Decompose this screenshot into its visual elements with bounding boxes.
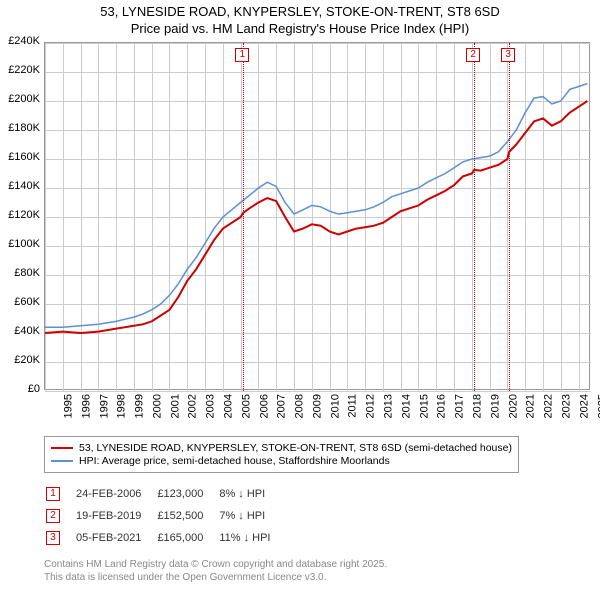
title-line2: Price paid vs. HM Land Registry's House … xyxy=(131,21,469,36)
x-axis-label: 1999 xyxy=(134,394,146,418)
events-table: 1 24-FEB-2006£123,0008% ↓ HPI 2 19-FEB-2019… xyxy=(44,482,286,550)
event-delta: 8% ↓ HPI xyxy=(219,484,284,504)
x-axis-label: 2021 xyxy=(525,394,537,418)
series-price_paid xyxy=(45,101,587,333)
event-price: £123,000 xyxy=(157,484,217,504)
event-delta: 7% ↓ HPI xyxy=(219,506,284,526)
y-axis-label: £180K xyxy=(0,122,40,134)
x-axis-label: 1995 xyxy=(62,394,74,418)
event-marker-box: 2 xyxy=(466,48,480,62)
footer-attribution: Contains HM Land Registry data © Crown c… xyxy=(44,558,387,584)
y-axis-label: £20K xyxy=(0,354,40,366)
table-row: 1 24-FEB-2006£123,0008% ↓ HPI xyxy=(46,484,284,504)
x-axis-label: 2000 xyxy=(151,394,163,418)
x-axis-label: 2012 xyxy=(365,394,377,418)
event-id-marker: 3 xyxy=(46,531,60,545)
series-hpi xyxy=(45,84,587,328)
y-axis-label: £100K xyxy=(0,238,40,250)
x-axis-label: 1996 xyxy=(80,394,92,418)
legend-item: 53, LYNESIDE ROAD, KNYPERSLEY, STOKE-ON-… xyxy=(51,442,512,454)
x-axis-label: 2014 xyxy=(400,394,412,418)
y-axis-label: £120K xyxy=(0,209,40,221)
x-axis-label: 2016 xyxy=(436,394,448,418)
y-axis-label: £60K xyxy=(0,296,40,308)
table-row: 3 05-FEB-2021£165,00011% ↓ HPI xyxy=(46,528,284,548)
x-axis-label: 2005 xyxy=(240,394,252,418)
x-axis-label: 2001 xyxy=(169,394,181,418)
event-price: £165,000 xyxy=(157,528,217,548)
y-gridline xyxy=(45,391,591,392)
x-axis-label: 2009 xyxy=(311,394,323,418)
chart-plot-area xyxy=(44,42,590,390)
legend-label: 53, LYNESIDE ROAD, KNYPERSLEY, STOKE-ON-… xyxy=(79,442,512,454)
event-marker-line xyxy=(474,43,475,391)
event-marker-box: 1 xyxy=(235,48,249,62)
y-axis-label: £0 xyxy=(0,383,40,395)
x-axis-label: 2008 xyxy=(294,394,306,418)
event-date: 24-FEB-2006 xyxy=(76,484,155,504)
x-axis-label: 2006 xyxy=(258,394,270,418)
y-axis-label: £240K xyxy=(0,35,40,47)
event-delta: 11% ↓ HPI xyxy=(219,528,284,548)
chart-legend: 53, LYNESIDE ROAD, KNYPERSLEY, STOKE-ON-… xyxy=(44,436,519,473)
event-id-marker: 2 xyxy=(46,509,60,523)
y-axis-label: £40K xyxy=(0,325,40,337)
x-axis-label: 1997 xyxy=(98,394,110,418)
legend-label: HPI: Average price, semi-detached house,… xyxy=(79,455,390,467)
x-axis-label: 2003 xyxy=(205,394,217,418)
x-axis-label: 2020 xyxy=(507,394,519,418)
legend-swatch xyxy=(51,460,73,462)
x-axis-label: 2004 xyxy=(223,394,235,418)
title-line1: 53, LYNESIDE ROAD, KNYPERSLEY, STOKE-ON-… xyxy=(100,4,500,19)
legend-item: HPI: Average price, semi-detached house,… xyxy=(51,455,512,467)
y-axis-label: £160K xyxy=(0,151,40,163)
table-row: 2 19-FEB-2019£152,5007% ↓ HPI xyxy=(46,506,284,526)
event-marker-line xyxy=(243,43,244,391)
event-marker-line xyxy=(509,43,510,391)
chart-title: 53, LYNESIDE ROAD, KNYPERSLEY, STOKE-ON-… xyxy=(0,0,600,38)
x-axis-label: 1998 xyxy=(116,394,128,418)
x-axis-label: 2015 xyxy=(418,394,430,418)
x-axis-label: 2002 xyxy=(187,394,199,418)
x-axis-label: 2011 xyxy=(346,394,358,418)
x-axis-label: 2023 xyxy=(560,394,572,418)
y-axis-label: £220K xyxy=(0,64,40,76)
footer-line1: Contains HM Land Registry data © Crown c… xyxy=(44,559,387,570)
event-marker-box: 3 xyxy=(501,48,515,62)
x-axis-label: 2024 xyxy=(578,394,590,418)
x-axis-label: 2019 xyxy=(489,394,501,418)
event-date: 05-FEB-2021 xyxy=(76,528,155,548)
y-axis-label: £140K xyxy=(0,180,40,192)
event-date: 19-FEB-2019 xyxy=(76,506,155,526)
y-axis-label: £80K xyxy=(0,267,40,279)
legend-swatch xyxy=(51,447,73,449)
x-axis-label: 2017 xyxy=(454,394,466,418)
event-price: £152,500 xyxy=(157,506,217,526)
x-axis-label: 2013 xyxy=(383,394,395,418)
event-id-marker: 1 xyxy=(46,487,60,501)
y-axis-label: £200K xyxy=(0,93,40,105)
x-axis-label: 2018 xyxy=(472,394,484,418)
x-axis-label: 2025 xyxy=(596,394,600,418)
footer-line2: This data is licensed under the Open Gov… xyxy=(44,572,326,583)
x-axis-label: 2010 xyxy=(329,394,341,418)
x-axis-label: 2007 xyxy=(276,394,288,418)
x-axis-label: 2022 xyxy=(543,394,555,418)
